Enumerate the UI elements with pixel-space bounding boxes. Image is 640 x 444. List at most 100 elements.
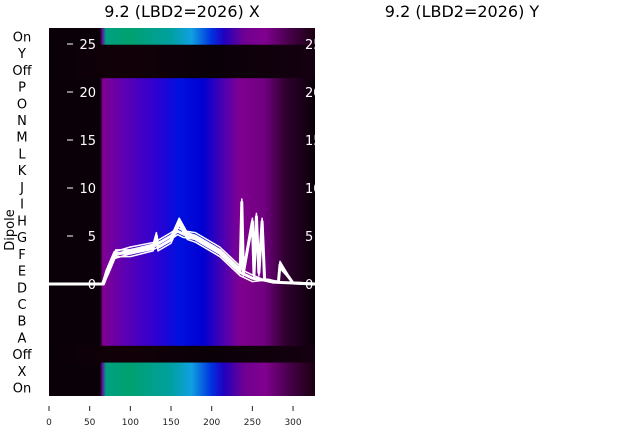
series-line-1	[329, 153, 595, 284]
heatmap-row-n	[329, 112, 595, 129]
line-ytick-label: 25	[359, 38, 376, 53]
row-label: G	[17, 231, 27, 246]
line-ytick-label: 20	[79, 86, 96, 101]
heatmap-row-y	[329, 45, 595, 62]
row-label: Off	[12, 64, 32, 79]
heatmap-row-d	[329, 279, 595, 296]
row-label: F	[617, 248, 624, 263]
series-line-1	[329, 150, 595, 284]
row-label: J	[618, 181, 623, 196]
line-ytick-label-right: 10	[305, 182, 322, 197]
row-label: K	[18, 164, 27, 179]
line-ytick-label: 15	[359, 134, 376, 149]
heatmap-row-j	[329, 179, 595, 196]
row-label: E	[18, 265, 26, 280]
heatmap-row-off	[329, 61, 595, 78]
heatmap-row-b	[329, 312, 595, 329]
row-label: P	[18, 81, 26, 96]
row-label: Y	[616, 47, 625, 62]
heatmap-row-on	[49, 28, 315, 46]
heatmap-row-on	[329, 28, 595, 45]
heatmap-row-h	[329, 212, 595, 229]
heatmap-row-p	[49, 78, 315, 96]
panel-title: 9.2 (LBD2=2026) Y	[385, 2, 540, 21]
x-tick-label: 150	[442, 418, 459, 428]
row-label: B	[18, 315, 27, 330]
series-line-1	[49, 224, 315, 285]
row-label: H	[616, 214, 626, 229]
row-label: D	[17, 281, 27, 296]
line-ytick-label: 25	[79, 38, 96, 53]
row-label: X	[18, 365, 27, 380]
heatmap-row-o	[329, 95, 595, 112]
heatmap-row-g	[329, 229, 595, 246]
heatmap-row-off	[49, 61, 315, 79]
heatmap-row-m	[49, 128, 315, 146]
line-ytick-label: 10	[79, 182, 96, 197]
x-tick-label: 250	[524, 418, 541, 428]
y-axis-label: Dipole	[3, 209, 18, 250]
line-ytick-label-right: 15	[305, 134, 322, 149]
panel-title: 9.2 (LBD2=2026) X	[104, 2, 260, 21]
line-ytick-label-right: 20	[305, 86, 322, 101]
row-label: On	[612, 30, 630, 45]
row-label: B	[617, 315, 626, 330]
line-ytick-label: 5	[368, 230, 376, 245]
panel-x: 9.2 (LBD2=2026) X Dipole 0 0 5 5 10 10 15 15 20 2…	[3, 2, 631, 428]
x-tick-label: 100	[122, 418, 139, 428]
heatmap-row-on	[329, 379, 595, 396]
row-label: H	[17, 214, 27, 229]
heatmap-row-n	[49, 111, 315, 129]
row-label: E	[617, 265, 625, 280]
heatmap-row-x	[329, 363, 595, 380]
row-label: P	[617, 81, 625, 96]
row-label: A	[617, 331, 626, 346]
line-ytick-label: 15	[79, 134, 96, 149]
x-tick-label: 200	[203, 418, 220, 428]
x-tick-label: 100	[402, 418, 419, 428]
x-tick-label: 300	[284, 418, 301, 428]
heatmap-row-f	[329, 245, 595, 262]
heatmap-row-p	[329, 78, 595, 95]
heatmap-row-i	[329, 195, 595, 212]
heatmap-row-f	[49, 245, 315, 263]
x-tick-label: 250	[244, 418, 261, 428]
heatmap-row-on	[49, 379, 315, 396]
panel-y: 9.2 (LBD2=2026) Y	[385, 2, 540, 21]
x-tick-label: 200	[483, 418, 500, 428]
line-ytick-label: 0	[368, 278, 376, 293]
row-label: On	[612, 382, 630, 397]
heatmap-row-off	[329, 346, 595, 363]
heatmap-row-k	[329, 162, 595, 179]
row-label: M	[16, 131, 27, 146]
heatmap-row-a	[329, 329, 595, 346]
heatmap-row-a	[49, 329, 315, 347]
line-ytick-label-right: 5	[305, 230, 313, 245]
row-label: O	[17, 97, 27, 112]
row-label: X	[617, 365, 626, 380]
row-label: O	[616, 97, 626, 112]
line-ytick-label: 5	[88, 230, 96, 245]
x-tick-label: 50	[364, 418, 376, 428]
heatmap-row-e	[329, 262, 595, 279]
row-label: I	[619, 198, 623, 213]
heatmap-row-m	[329, 128, 595, 145]
heatmap-row-l	[329, 145, 595, 162]
row-label: K	[617, 164, 626, 179]
x-tick-label: 50	[84, 418, 96, 428]
row-label: A	[18, 331, 27, 346]
x-tick-label: 0	[46, 418, 52, 428]
x-tick-label: 0	[326, 418, 332, 428]
row-label: Off	[611, 348, 631, 363]
row-label: On	[13, 30, 31, 45]
row-label: N	[17, 114, 27, 129]
heatmap-row-e	[49, 262, 315, 280]
heatmap-row-h	[49, 212, 315, 230]
row-label: Off	[611, 64, 631, 79]
row-label: L	[18, 147, 26, 162]
heatmap-row-c	[49, 295, 315, 313]
heatmap-row-x	[49, 362, 315, 380]
series-line-1	[329, 146, 595, 284]
